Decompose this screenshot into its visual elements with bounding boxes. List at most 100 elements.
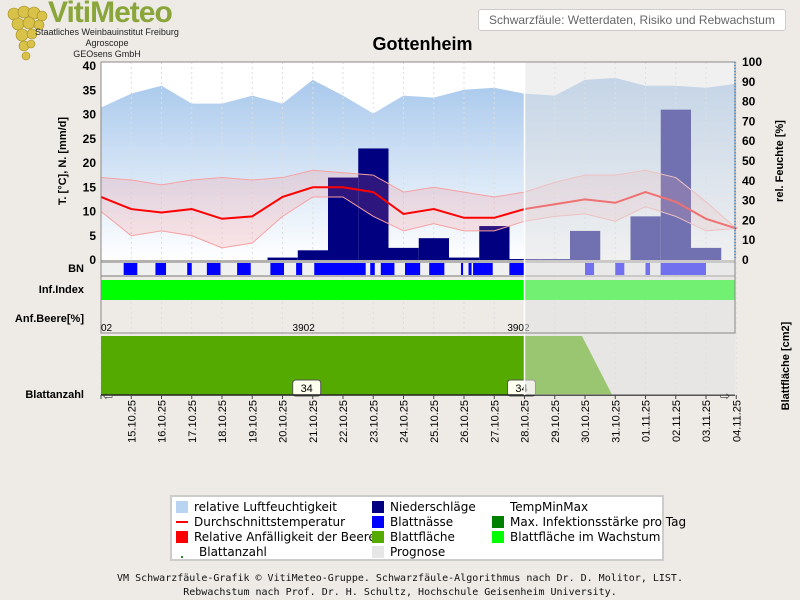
precip-bar [267,257,298,260]
legend-item: Relative Anfälligkeit der Beere [176,530,376,545]
legend-swatch [176,531,188,543]
date-label: 02.11.25 [671,400,683,442]
leaf-count-box [292,379,322,397]
legend-item: Niederschläge [372,500,476,515]
right-axis-tick: 90 [742,75,756,89]
legend-item: relative Luftfeuchtigkeit [176,500,337,515]
date-label: 16.10.25 [157,400,169,443]
leaf-wetness-bar [237,263,251,275]
org-line: GEOsens GmbH [73,49,141,59]
left-axis-tick: 30 [83,108,97,122]
logo-text: VitiMeteo [48,0,173,29]
right-axis-tick: 70 [742,114,756,128]
left-axis-tick: 5 [89,229,96,243]
page-title: Gottenheim [372,34,473,54]
date-label: 21.10.25 [308,400,320,443]
date-label: 03.11.25 [701,400,713,442]
legend-item: Blattfläche im Wachstum [492,530,660,545]
date-label: 31.10.25 [610,400,622,443]
right-axis-tick: 20 [742,213,756,227]
row-label-blattanzahl: Blattanzahl [25,389,84,401]
leaf-wetness-bar [405,263,421,275]
row-label-inf-index: Inf.Index [38,284,84,296]
legend-item: Blattnässe [372,515,453,530]
leaf-wetness-bar [206,263,221,275]
leaf-wetness-bar [296,263,303,275]
left-axis-tick: 10 [83,205,97,219]
date-label: 30.10.25 [580,400,592,443]
date-label: 17.10.25 [187,400,199,443]
date-label: 26.10.25 [459,400,471,443]
left-axis-tick: 25 [83,132,97,146]
date-label: 23.10.25 [368,400,380,443]
date-label: 01.11.25 [641,400,653,442]
legend-swatch [492,531,504,543]
legend-swatch [181,556,183,558]
date-label: 20.10.25 [278,400,290,443]
right-axis-tick: 0 [742,253,749,267]
chart-subtitle: Schwarzfäule: Wetterdaten, Risiko und Re… [478,9,786,31]
leaf-wetness-bar [468,263,472,275]
grape-logo-icon [7,5,48,61]
date-label: 04.11.25 [731,400,743,442]
legend-swatch [176,501,188,513]
legend-label: Durchschnittstemperatur [194,515,346,529]
left-axis-tick: 0 [89,253,96,267]
date-label: 25.10.25 [429,400,441,443]
date-label: 19.10.25 [247,400,259,443]
legend-swatch [492,501,504,513]
left-axis-tick: 15 [83,180,97,194]
berry-susceptibility-label: 3902 [507,323,530,334]
legend: relative Luftfeuchtigkeit Durchschnittste… [170,495,686,561]
precip-bar [358,148,389,260]
right-axis-tick: 10 [742,233,756,247]
legend-swatch [372,546,384,558]
right-axis-tick: 50 [742,154,756,168]
legend-swatch [372,501,384,513]
scroll-right-arrow-icon[interactable]: ⇨ [720,389,730,403]
legend-item: Max. Infektionsstärke pro Tag [492,515,686,530]
precip-bar [388,247,419,260]
left-axis-tick: 35 [83,83,97,97]
berry-susceptibility-label: 02 [101,323,113,334]
leaf-wetness-bar [123,263,138,275]
legend-item: Blattfläche [372,530,455,545]
leaf-wetness-bar [270,263,285,275]
legend-item: Prognose [372,545,445,560]
footer-line: Rebwachstum nach Prof. Dr. H. Schultz, H… [183,587,617,598]
legend-label: relative Luftfeuchtigkeit [194,500,337,514]
left-axis-tick: 40 [83,59,97,73]
leaf-wetness-bar [370,263,375,275]
precip-bar [418,238,449,260]
legend-label: Max. Infektionsstärke pro Tag [510,515,687,529]
legend-item: TempMinMax [492,500,588,515]
legend-item: Blattanzahl [176,545,267,560]
left-axis-tick: 20 [83,156,97,170]
legend-swatch [176,521,188,523]
legend-item: Durchschnittstemperatur [176,515,345,530]
scroll-left-arrow-icon[interactable]: ⇦ [103,389,113,403]
legend-swatch [372,531,384,543]
precip-bar [328,177,359,260]
legend-label: Niederschläge [390,500,476,514]
date-label: 27.10.25 [489,400,501,443]
date-label: 18.10.25 [217,400,229,443]
right-axis-tick: 30 [742,194,756,208]
leaf-wetness-bar [155,263,167,275]
legend-swatch [492,516,504,528]
forecast-overlay [524,62,735,395]
date-label: 29.10.25 [550,400,562,443]
legend-label: Blattanzahl [199,545,267,559]
row-label-anf-beere: Anf.Beere[%] [14,313,84,325]
row-label-bn: BN [68,263,84,275]
date-label: 15.10.25 [126,400,138,443]
footer: VM Schwarzfäule-Grafik © VitiMeteo-Grupp… [0,572,800,600]
leaf-wetness-bar [187,263,192,275]
leaf-count-label: 34 [301,383,313,395]
legend-swatch [372,516,384,528]
legend-label: Blattfläche im Wachstum [510,530,661,544]
leaf-wetness-bar [509,263,525,275]
leaf-wetness-bar [314,263,366,275]
precip-bar [479,226,510,260]
